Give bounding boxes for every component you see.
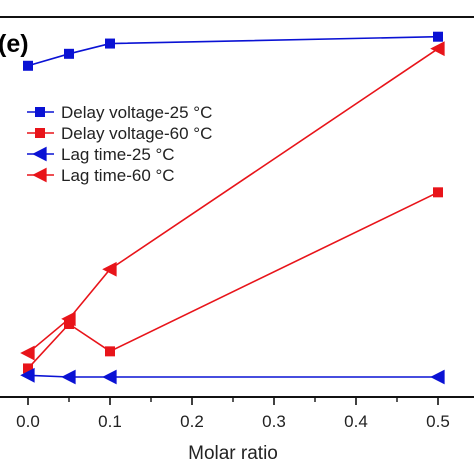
triangle-marker [20, 345, 35, 361]
legend-item: Delay voltage-25 °C [27, 103, 212, 122]
triangle-marker [32, 167, 47, 183]
triangle-marker [61, 369, 76, 385]
triangle-marker [102, 369, 117, 385]
square-marker [64, 48, 74, 59]
square-marker [23, 363, 33, 374]
x-tick-label: 0.4 [344, 412, 368, 431]
series-line [27, 191, 439, 369]
x-axis-ticks: 0.0 0.1 0.2 0.3 0.4 0.5 [16, 397, 450, 431]
square-marker [105, 38, 115, 49]
legend-label: Delay voltage-25 °C [61, 103, 212, 122]
triangle-marker [102, 261, 117, 277]
triangle-marker [20, 367, 35, 383]
series-layer [20, 31, 445, 385]
square-marker [64, 318, 74, 329]
x-tick-label: 0.1 [98, 412, 122, 431]
x-tick-label: 0.2 [180, 412, 204, 431]
legend-label: Lag time-25 °C [61, 145, 175, 164]
panel-label: (e) [0, 30, 29, 58]
x-axis-label: Molar ratio [188, 443, 278, 464]
triangle-marker [430, 41, 445, 57]
series-group [23, 187, 443, 374]
x-tick-label: 0.3 [262, 412, 286, 431]
x-tick-label: 0.0 [16, 412, 40, 431]
square-marker [23, 60, 33, 71]
square-marker [35, 107, 45, 117]
legend-item: Delay voltage-60 °C [27, 124, 212, 143]
x-tick-label: 0.5 [426, 412, 450, 431]
legend-label: Lag time-60 °C [61, 166, 175, 185]
triangle-marker [61, 311, 76, 327]
series-line [27, 48, 439, 354]
square-marker [105, 346, 115, 357]
series-line [27, 35, 439, 67]
legend-item: Lag time-60 °C [27, 166, 175, 185]
series-group [20, 367, 445, 385]
triangle-marker [32, 146, 47, 162]
series-line [27, 374, 438, 378]
series-group [23, 31, 443, 71]
square-marker [433, 31, 443, 42]
legend: Delay voltage-25 °C Delay voltage-60 °C La… [27, 103, 212, 185]
legend-label: Delay voltage-60 °C [61, 124, 212, 143]
legend-item: Lag time-25 °C [27, 145, 175, 164]
triangle-marker [430, 369, 445, 385]
axes-frame [0, 16, 474, 398]
series-group [20, 41, 445, 361]
square-marker [35, 128, 45, 138]
square-marker [433, 187, 443, 198]
